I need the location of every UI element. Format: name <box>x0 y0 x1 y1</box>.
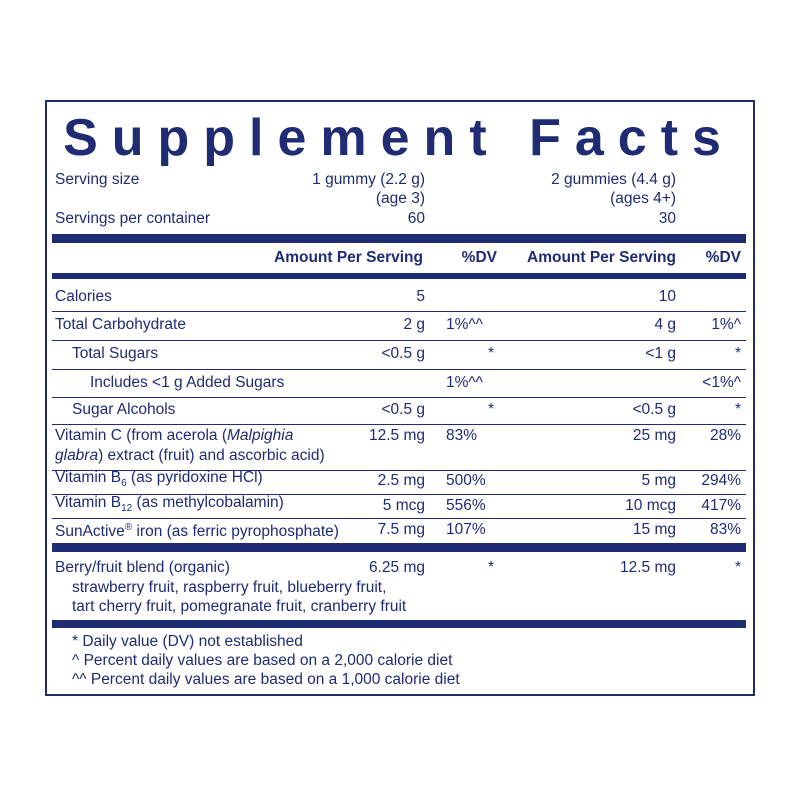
label-text: Total Sugars <box>72 345 159 362</box>
row-separator <box>52 424 746 425</box>
row-separator <box>52 494 746 495</box>
servings-label: Servings per container <box>55 210 211 227</box>
nutrient-label: Vitamin B12 (as methylcobalamin) <box>55 494 284 518</box>
daily-value: 556% <box>446 497 486 514</box>
rule-bar <box>52 234 746 243</box>
amount: 6.25 mg <box>368 559 425 576</box>
serving-note: (age 3) <box>375 190 425 207</box>
nutrient-label: Sugar Alcohols <box>72 401 175 419</box>
daily-value: * <box>487 559 494 576</box>
servings-value: 60 <box>407 210 425 227</box>
serving-note: (ages 4+) <box>610 190 676 207</box>
label-text: (as pyridoxine HCl) <box>126 468 263 486</box>
amount: 2.5 mg <box>377 472 425 489</box>
nutrient-label: Includes <1 g Added Sugars <box>90 374 284 392</box>
title: Supplement Facts <box>63 109 735 167</box>
label-text: glabra <box>55 447 99 464</box>
row-separator <box>52 397 746 398</box>
amount: 15 mg <box>632 521 676 538</box>
column-header: Amount Per Serving <box>274 249 423 266</box>
footnote: ^ Percent daily values are based on a 2,… <box>72 652 453 669</box>
amount: 12.5 mg <box>619 559 676 576</box>
daily-value: 107% <box>446 521 486 538</box>
label-text: Malpighia <box>226 427 294 444</box>
column-header: %DV <box>461 249 497 266</box>
daily-value: * <box>734 401 741 418</box>
label-text: 6 <box>121 478 127 490</box>
label-text: ® <box>124 521 133 533</box>
label-text: iron (as ferric pyrophosphate) <box>132 523 339 541</box>
column-header: %DV <box>705 249 741 266</box>
daily-value: 500% <box>446 472 486 489</box>
label-text: Vitamin B <box>55 468 122 486</box>
amount: <0.5 g <box>381 345 425 362</box>
label-text: SunActive <box>55 523 125 541</box>
label-text: Vitamin B <box>55 493 122 511</box>
amount: 25 mg <box>632 427 676 444</box>
daily-value: 83% <box>709 521 741 538</box>
amount: 10 <box>658 288 676 305</box>
daily-value: * <box>734 345 741 362</box>
blend-ingredients: strawberry fruit, raspberry fruit, blueb… <box>72 579 387 596</box>
rule-bar <box>52 543 746 552</box>
row-separator <box>52 470 746 471</box>
label-text: 12 <box>121 503 133 515</box>
daily-value: 28% <box>709 427 741 444</box>
footnote: * Daily value (DV) not established <box>72 633 303 650</box>
amount: 2 g <box>403 316 425 333</box>
amount: 4 g <box>654 316 676 333</box>
column-header: Amount Per Serving <box>527 249 676 266</box>
nutrient-label: Vitamin B6 (as pyridoxine HCl) <box>55 469 263 493</box>
nutrient-label: SunActive® iron (as ferric pyrophosphate… <box>55 519 339 541</box>
rule-bar <box>52 620 746 628</box>
daily-value: 1%^ <box>711 316 741 333</box>
daily-value: 83% <box>446 427 478 444</box>
amount: 5 <box>416 288 425 305</box>
blend-ingredients: tart cherry fruit, pomegranate fruit, cr… <box>72 598 407 615</box>
row-separator <box>52 340 746 341</box>
rule-bar <box>52 273 746 279</box>
daily-value: 1%^^ <box>446 374 483 391</box>
amount: <1 g <box>645 345 676 362</box>
daily-value: <1%^ <box>702 374 741 391</box>
nutrient-label: glabra) extract (fruit) and ascorbic aci… <box>55 447 325 465</box>
nutrient-label: Calories <box>55 288 112 306</box>
amount: 7.5 mg <box>377 521 425 538</box>
label-text: (as methylcobalamin) <box>132 493 284 511</box>
label-text: Sugar Alcohols <box>72 401 176 418</box>
row-separator <box>52 518 746 519</box>
label-border <box>45 100 755 696</box>
nutrient-label: Total Sugars <box>72 345 158 363</box>
daily-value: * <box>487 345 494 362</box>
daily-value: 417% <box>701 497 741 514</box>
serving-size: 1 gummy (2.2 g) <box>312 171 425 188</box>
nutrient-label: Total Carbohydrate <box>55 316 186 334</box>
label-text: ) extract (fruit) and ascorbic acid) <box>98 447 325 464</box>
serving-size: 2 gummies (4.4 g) <box>551 171 676 188</box>
amount: 5 mg <box>641 472 676 489</box>
daily-value: 1%^^ <box>446 316 483 333</box>
amount: <0.5 g <box>632 401 676 418</box>
nutrient-label: Vitamin C (from acerola (Malpighia <box>55 427 293 445</box>
amount: 12.5 mg <box>368 427 425 444</box>
row-separator <box>52 369 746 370</box>
footnote: ^^ Percent daily values are based on a 1… <box>72 671 460 688</box>
amount: 5 mcg <box>382 497 425 514</box>
daily-value: 294% <box>701 472 741 489</box>
amount: <0.5 g <box>381 401 425 418</box>
label-text: Total Carbohydrate <box>55 316 186 333</box>
daily-value: * <box>487 401 494 418</box>
serving-size-label: Serving size <box>55 171 140 188</box>
label-text: Vitamin C (from acerola ( <box>55 427 227 444</box>
amount: 10 mcg <box>625 497 676 514</box>
blend-label: Berry/fruit blend (organic) <box>55 559 230 576</box>
daily-value: * <box>734 559 741 576</box>
row-separator <box>52 311 746 312</box>
servings-value: 30 <box>658 210 676 227</box>
label-text: Calories <box>55 288 112 305</box>
label-text: Includes <1 g Added Sugars <box>90 374 285 391</box>
